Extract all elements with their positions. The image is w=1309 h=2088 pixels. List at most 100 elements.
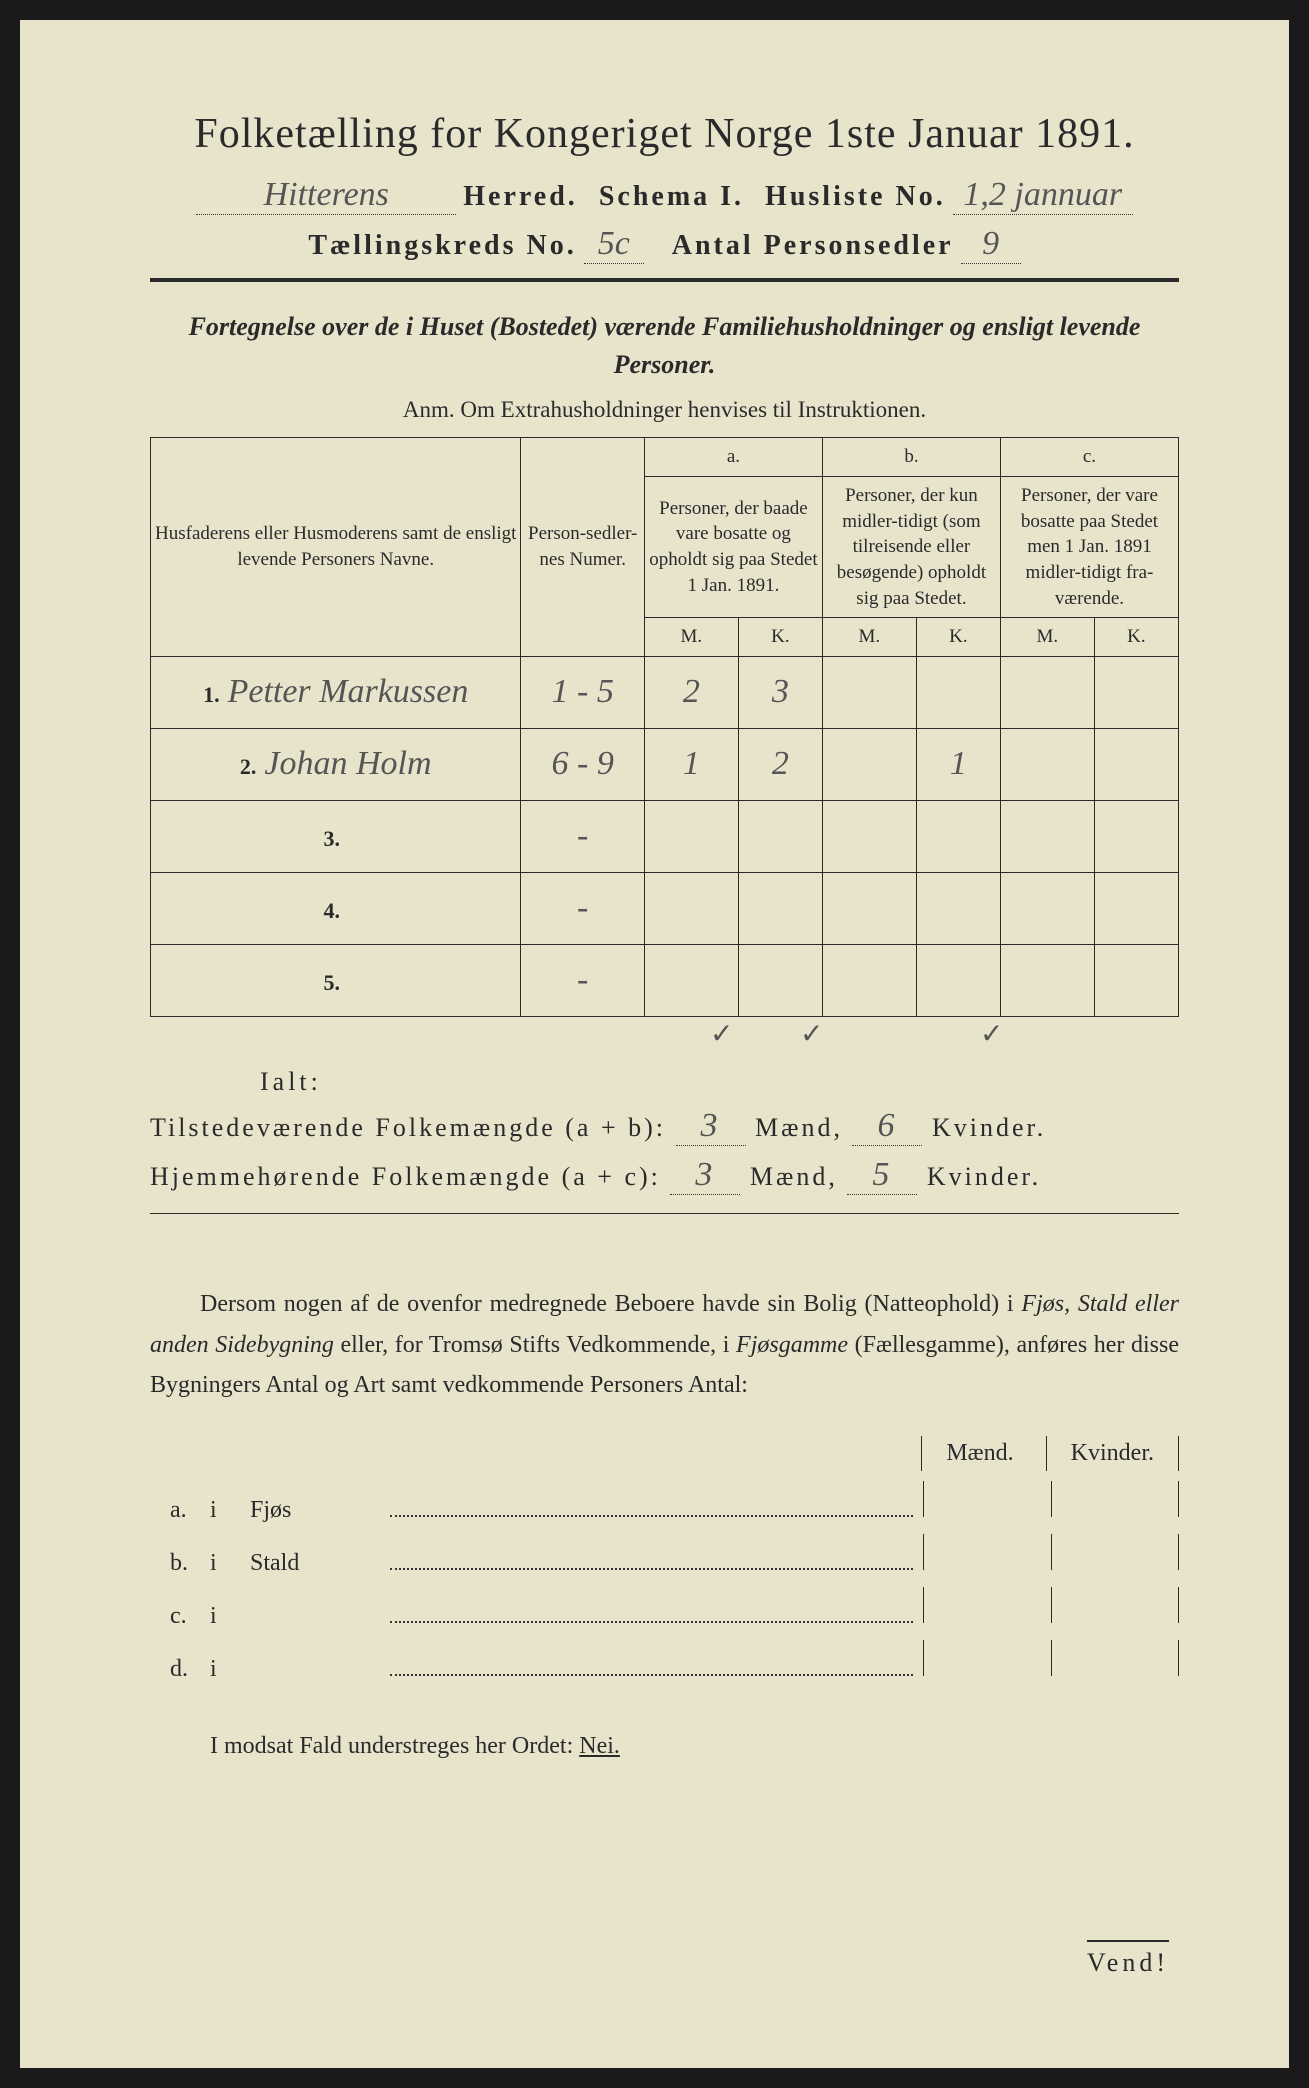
herred-value: Hitterens: [196, 176, 456, 215]
instruction-paragraph: Dersom nogen af de ovenfor medregnede Be…: [150, 1284, 1179, 1406]
hjemme-k: 5: [847, 1156, 917, 1195]
abcd-letter: d.: [150, 1656, 210, 1683]
cell-aM: 2: [644, 656, 738, 728]
dotted-line: [390, 1556, 913, 1570]
check-3: ✓: [980, 1017, 1003, 1051]
rule-2: [150, 1213, 1179, 1214]
census-form-page: Folketælling for Kongeriget Norge 1ste J…: [20, 20, 1289, 2068]
cell-aK: 3: [738, 656, 822, 728]
cell-cK: [1094, 800, 1178, 872]
th-cM: M.: [1000, 618, 1094, 657]
mk-header: Mænd. Kvinder.: [150, 1436, 1179, 1471]
cell-bK: 1: [916, 728, 1000, 800]
cell-cK: [1094, 656, 1178, 728]
kreds-label: Tællingskreds No.: [308, 230, 576, 261]
cell-cM: [1000, 944, 1094, 1016]
th-a-top: a.: [644, 438, 822, 477]
herred-label: Herred.: [463, 181, 578, 212]
th-bM: M.: [822, 618, 916, 657]
page-title: Folketælling for Kongeriget Norge 1ste J…: [150, 110, 1179, 158]
th-b: Personer, der kun midler-tidigt (som til…: [822, 477, 1000, 618]
cell-name: 4.: [151, 872, 521, 944]
abcd-row: c.i: [150, 1587, 1179, 1630]
maend-label-2: Mænd,: [750, 1162, 838, 1191]
cell-bK: [916, 872, 1000, 944]
check-1: ✓: [710, 1017, 733, 1051]
mk-cell-m: [923, 1481, 1051, 1517]
cell-aK: [738, 872, 822, 944]
cell-cM: [1000, 656, 1094, 728]
household-table: Husfaderens eller Husmoderens samt de en…: [150, 437, 1179, 1016]
th-c-top: c.: [1000, 438, 1178, 477]
table-row: 5.-: [151, 944, 1179, 1016]
abcd-letter: b.: [150, 1550, 210, 1577]
abcd-letter: c.: [150, 1603, 210, 1630]
rule: [150, 278, 1179, 282]
table-row: 2.Johan Holm6 - 9121: [151, 728, 1179, 800]
hjemme-m: 3: [670, 1156, 740, 1195]
mk-cell-k: [1051, 1587, 1179, 1623]
th-a: Personer, der baade vare bosatte og opho…: [644, 477, 822, 618]
abcd-i: i: [210, 1550, 250, 1577]
vend-label: Vend!: [1087, 1940, 1169, 1978]
cell-bM: [822, 872, 916, 944]
cell-cK: [1094, 728, 1178, 800]
cell-num: -: [521, 944, 644, 1016]
th-num: Person-sedler-nes Numer.: [521, 438, 644, 656]
ialt-label: Ialt:: [260, 1067, 1179, 1097]
th-cK: K.: [1094, 618, 1178, 657]
cell-aM: [644, 872, 738, 944]
cell-name: 2.Johan Holm: [151, 728, 521, 800]
check-2: ✓: [800, 1017, 823, 1051]
abcd-i: i: [210, 1603, 250, 1630]
cell-cM: [1000, 800, 1094, 872]
mk-cell-m: [923, 1534, 1051, 1570]
cell-bM: [822, 944, 916, 1016]
cell-cM: [1000, 728, 1094, 800]
tilstede-line: Tilstedeværende Folkemængde (a + b): 3 M…: [150, 1107, 1179, 1146]
nei-line: I modsat Fald understreges her Ordet: Ne…: [210, 1733, 1179, 1760]
th-c: Personer, der vare bosatte paa Stedet me…: [1000, 477, 1178, 618]
cell-aM: [644, 800, 738, 872]
cell-num: 6 - 9: [521, 728, 644, 800]
cell-bK: [916, 656, 1000, 728]
tilstede-m: 3: [676, 1107, 746, 1146]
dotted-line: [390, 1503, 913, 1517]
cell-name: 1.Petter Markussen: [151, 656, 521, 728]
th-aK: K.: [738, 618, 822, 657]
schema-label: Schema I.: [599, 181, 744, 212]
th-b-top: b.: [822, 438, 1000, 477]
kvinder-label-2: Kvinder.: [927, 1162, 1041, 1191]
mk-cell-k: [1051, 1481, 1179, 1517]
cell-bM: [822, 656, 916, 728]
cell-num: -: [521, 872, 644, 944]
kvinder-label: Kvinder.: [932, 1113, 1046, 1142]
check-marks-row: ✓ ✓ ✓: [150, 1017, 1179, 1047]
cell-bM: [822, 800, 916, 872]
abcd-i: i: [210, 1656, 250, 1683]
mk-cell-k: [1051, 1640, 1179, 1676]
mk-cell-m: [923, 1640, 1051, 1676]
abcd-letter: a.: [150, 1497, 210, 1524]
table-row: 4.-: [151, 872, 1179, 944]
cell-aK: 2: [738, 728, 822, 800]
th-aM: M.: [644, 618, 738, 657]
hjemme-label: Hjemmehørende Folkemængde (a + c):: [150, 1162, 661, 1191]
cell-num: 1 - 5: [521, 656, 644, 728]
subtitle: Fortegnelse over de i Huset (Bostedet) v…: [150, 308, 1179, 383]
abcd-row: b.iStald: [150, 1534, 1179, 1577]
cell-bK: [916, 944, 1000, 1016]
antal-value: 9: [961, 225, 1021, 264]
abcd-text: Stald: [250, 1550, 390, 1577]
cell-name: 3.: [151, 800, 521, 872]
dotted-line: [390, 1662, 913, 1676]
tilstede-k: 6: [852, 1107, 922, 1146]
maend-label: Mænd,: [755, 1113, 843, 1142]
dotted-line: [390, 1609, 913, 1623]
cell-num: -: [521, 800, 644, 872]
husliste-label: Husliste No.: [765, 181, 946, 212]
th-name: Husfaderens eller Husmoderens samt de en…: [151, 438, 521, 656]
header-line-2: Hitterens Herred. Schema I. Husliste No.…: [150, 176, 1179, 215]
table-row: 1.Petter Markussen1 - 523: [151, 656, 1179, 728]
abcd-row: a.iFjøs: [150, 1481, 1179, 1524]
